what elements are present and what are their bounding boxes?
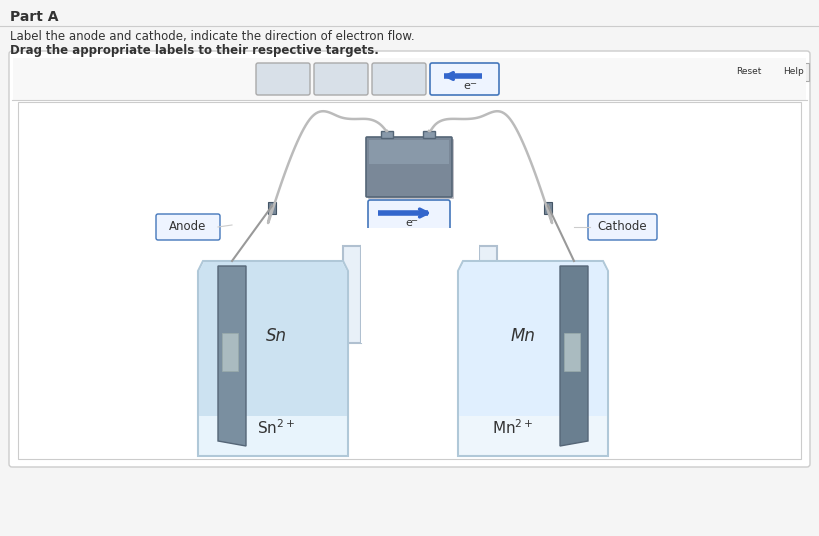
Text: Cathode: Cathode [598,220,647,234]
FancyBboxPatch shape [368,200,450,230]
Bar [268,202,276,214]
Polygon shape [199,262,347,416]
FancyBboxPatch shape [9,51,810,467]
Bar [18,102,801,459]
Bar [361,228,479,343]
FancyBboxPatch shape [430,63,499,95]
Text: Mn: Mn [510,327,536,345]
Text: e: e [405,218,413,228]
FancyBboxPatch shape [372,63,426,95]
FancyBboxPatch shape [777,63,809,81]
Polygon shape [458,261,608,456]
FancyBboxPatch shape [256,63,310,95]
FancyBboxPatch shape [156,214,220,240]
FancyBboxPatch shape [368,139,454,199]
Bar [544,202,552,214]
Bar [222,333,238,371]
Text: −: − [469,79,476,88]
Text: Reset: Reset [736,68,762,77]
FancyBboxPatch shape [588,214,657,240]
FancyBboxPatch shape [729,63,769,81]
Text: Label the anode and cathode, indicate the direction of electron flow.: Label the anode and cathode, indicate th… [10,30,414,43]
Bar [13,58,806,100]
Text: Sn: Sn [265,327,287,345]
Bar [423,131,435,138]
Text: Help: Help [783,68,803,77]
FancyBboxPatch shape [366,137,452,197]
Text: Anode: Anode [170,220,206,234]
Polygon shape [459,262,607,416]
Text: Sn$^{2+}$: Sn$^{2+}$ [257,419,295,437]
Polygon shape [198,261,348,456]
Polygon shape [343,246,497,343]
Bar [369,140,449,164]
Text: Part A: Part A [10,10,58,24]
FancyBboxPatch shape [314,63,368,95]
Polygon shape [218,266,246,446]
Text: Mn$^{2+}$: Mn$^{2+}$ [492,419,534,437]
Bar [564,333,580,371]
Polygon shape [560,266,588,446]
Text: e: e [463,81,470,91]
Text: −: − [410,217,418,226]
Text: Drag the appropriate labels to their respective targets.: Drag the appropriate labels to their res… [10,44,379,57]
Bar [381,131,393,138]
